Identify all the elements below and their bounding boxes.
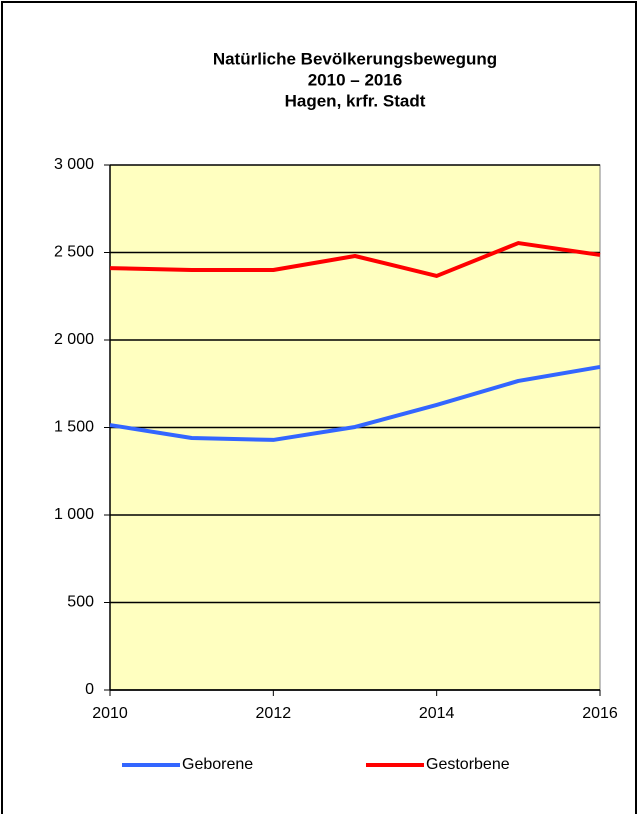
y-tick-label: 3 000 (54, 156, 94, 173)
legend-label: Gestorbene (426, 756, 510, 773)
x-tick-label: 2014 (419, 705, 455, 722)
y-tick-label: 1 500 (54, 419, 94, 436)
y-tick-label: 500 (67, 594, 94, 611)
y-tick-label: 2 500 (54, 244, 94, 261)
chart-title: 2010 – 2016 (308, 70, 403, 89)
y-tick-label: 2 000 (54, 331, 94, 348)
y-tick-label: 0 (85, 681, 94, 698)
x-tick-label: 2010 (92, 705, 128, 722)
chart-title: Natürliche Bevölkerungsbewegung (213, 49, 497, 68)
chart-title: Hagen, krfr. Stadt (285, 91, 426, 110)
x-tick-label: 2016 (582, 705, 618, 722)
y-tick-label: 1 000 (54, 506, 94, 523)
series-line (109, 241, 601, 278)
x-tick-label: 2012 (256, 705, 292, 722)
legend-label: Geborene (182, 756, 253, 773)
series-line (109, 364, 601, 442)
